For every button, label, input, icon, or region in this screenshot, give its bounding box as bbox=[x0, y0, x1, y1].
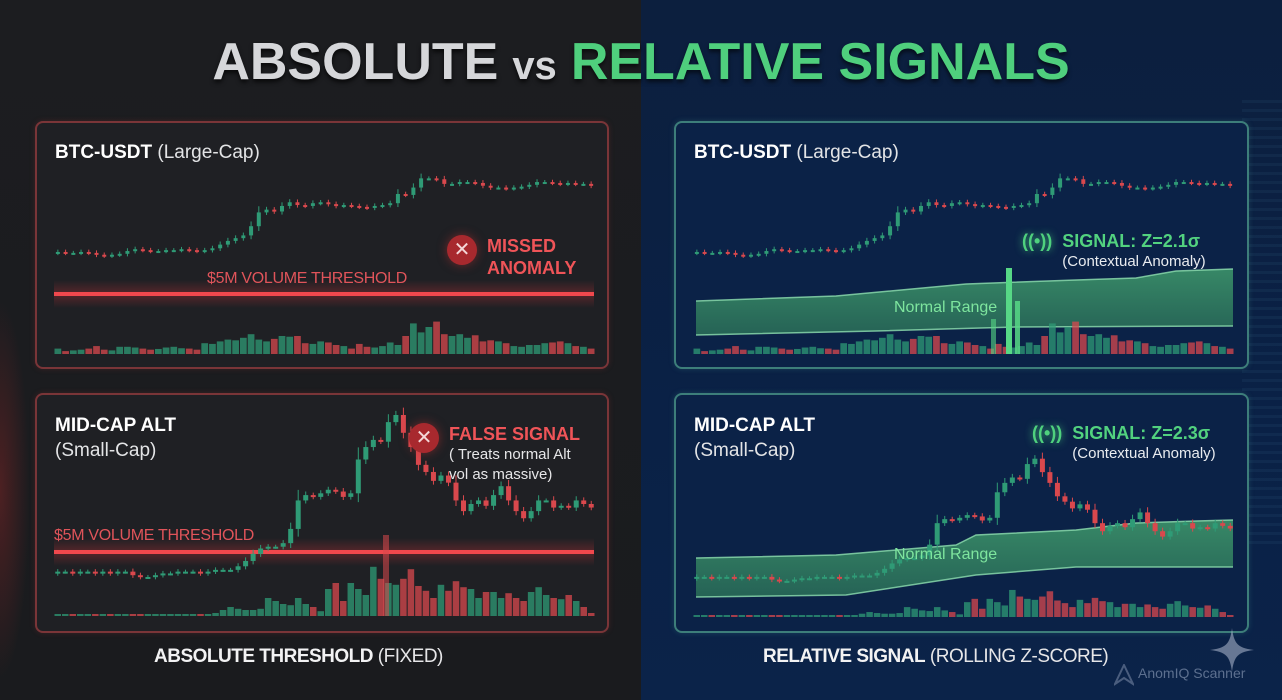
caption-bold: ABSOLUTE THRESHOLD bbox=[154, 646, 374, 667]
caption-bold: RELATIVE SIGNAL bbox=[763, 646, 926, 667]
threshold-label: $5M VOLUME THRESHOLD bbox=[54, 527, 254, 544]
panel-title: BTC-USDT (Large-Cap) bbox=[55, 141, 260, 165]
threshold-label: $5M VOLUME THRESHOLD bbox=[207, 270, 407, 287]
asset-name: BTC-USDT bbox=[694, 142, 792, 163]
asset-name: MID-CAP ALT bbox=[55, 415, 177, 436]
signal-head: SIGNAL: Z=2.3σ bbox=[1072, 423, 1211, 443]
signal-callout: ((•)) SIGNAL: Z=2.3σ (Contextual Anomaly… bbox=[1032, 422, 1216, 464]
missed-anomaly-callout: ✕ MISSED ANOMALY bbox=[447, 235, 576, 279]
panel-title: BTC-USDT (Large-Cap) bbox=[694, 141, 899, 165]
title-absolute: ABSOLUTE bbox=[212, 33, 499, 91]
broadcast-signal-icon: ((•)) bbox=[1022, 231, 1053, 251]
alt-absolute-chart bbox=[54, 407, 595, 616]
x-circle-icon: ✕ bbox=[409, 423, 439, 453]
asset-cap: (Small-Cap) bbox=[55, 440, 157, 461]
asset-name: BTC-USDT bbox=[55, 142, 153, 163]
asset-cap: (Small-Cap) bbox=[694, 440, 796, 461]
signal-head: SIGNAL: Z=2.1σ bbox=[1062, 231, 1201, 251]
caption-paren: (ROLLING Z-SCORE) bbox=[929, 646, 1109, 667]
caption-absolute: ABSOLUTE THRESHOLD (FIXED) bbox=[154, 645, 443, 669]
title-relative: RELATIVE SIGNALS bbox=[570, 33, 1070, 91]
callout-head-2: ANOMALY bbox=[487, 258, 577, 278]
panel-relative-btc: BTC-USDT (Large-Cap) Normal Range ((•)) … bbox=[674, 121, 1249, 369]
watermark-logo-icon bbox=[1114, 664, 1134, 686]
asset-name: MID-CAP ALT bbox=[694, 415, 816, 436]
asset-cap: (Large-Cap) bbox=[157, 142, 260, 163]
signal-callout: ((•)) SIGNAL: Z=2.1σ (Contextual Anomaly… bbox=[1022, 230, 1206, 272]
signal-note: (Contextual Anomaly) bbox=[1062, 253, 1206, 270]
signal-note: (Contextual Anomaly) bbox=[1072, 445, 1216, 462]
btc-absolute-chart bbox=[54, 173, 595, 354]
callout-head-1: MISSED bbox=[487, 236, 557, 256]
callout-note-2: vol as massive) bbox=[449, 466, 553, 483]
normal-range-label: Normal Range bbox=[894, 299, 998, 316]
btc-relative-chart bbox=[693, 173, 1234, 354]
sparkle-icon bbox=[1210, 628, 1254, 672]
false-signal-callout: ✕ FALSE SIGNAL ( Treats normal Alt vol a… bbox=[409, 423, 580, 485]
caption-relative: RELATIVE SIGNAL (ROLLING Z-SCORE) bbox=[763, 645, 1109, 669]
x-circle-icon: ✕ bbox=[447, 235, 477, 265]
callout-note-1: ( Treats normal Alt bbox=[449, 446, 571, 463]
callout-head: FALSE SIGNAL bbox=[449, 424, 581, 444]
panel-title: MID-CAP ALT (Small-Cap) bbox=[694, 413, 815, 463]
caption-paren: (FIXED) bbox=[377, 646, 444, 667]
left-edge-glow bbox=[0, 300, 30, 680]
watermark: AnomIQ Scanner bbox=[1138, 665, 1246, 681]
alt-relative-chart bbox=[693, 452, 1234, 617]
panel-relative-alt: MID-CAP ALT (Small-Cap) Normal Range ((•… bbox=[674, 393, 1249, 633]
panel-absolute-alt: MID-CAP ALT (Small-Cap) $5M VOLUME THRES… bbox=[35, 393, 609, 633]
panel-title: MID-CAP ALT (Small-Cap) bbox=[55, 413, 176, 463]
asset-cap: (Large-Cap) bbox=[796, 142, 899, 163]
page-title: ABSOLUTE vs RELATIVE SIGNALS bbox=[0, 30, 1282, 98]
broadcast-signal-icon: ((•)) bbox=[1032, 423, 1063, 443]
title-vs: vs bbox=[512, 44, 557, 88]
panel-absolute-btc: BTC-USDT (Large-Cap) $5M VOLUME THRESHOL… bbox=[35, 121, 609, 369]
normal-range-label: Normal Range bbox=[894, 546, 998, 563]
